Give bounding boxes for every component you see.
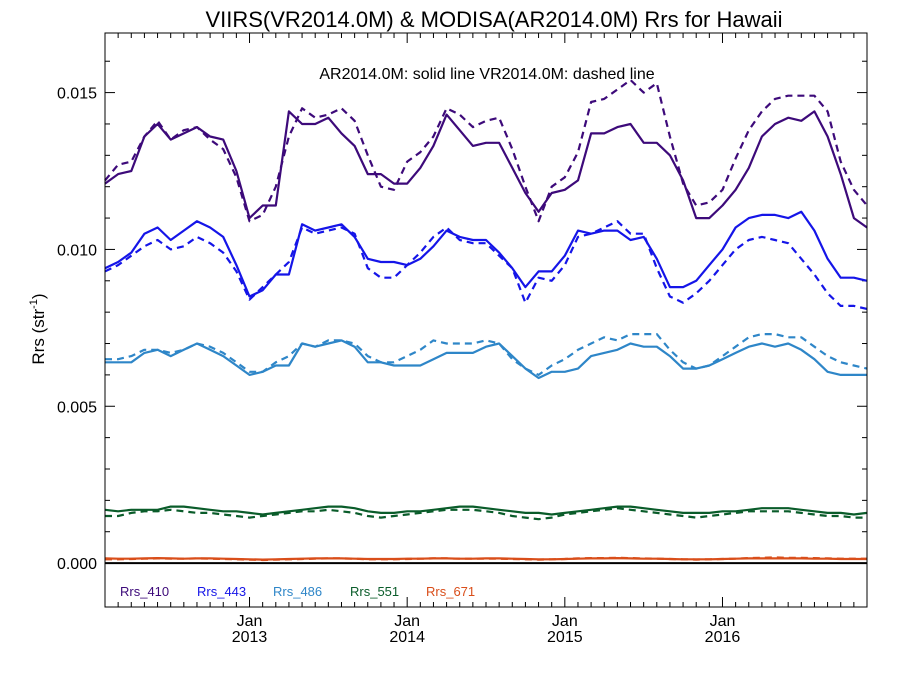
legend-entry-rrs-410: Rrs_410 <box>120 584 169 599</box>
y-tick-label: 0.015 <box>57 86 97 103</box>
series-line-rrs-551-solid <box>104 505 868 516</box>
plot-frame <box>104 32 868 608</box>
series-line-rrs-671-solid <box>104 556 867 561</box>
series-line-rrs-443-dashed <box>104 220 868 311</box>
x-tick-month-label: Jan <box>237 613 263 630</box>
y-tick-label: 0.000 <box>57 556 97 573</box>
chart-title: VIIRS(VR2014.0M) & MODISA(AR2014.0M) Rrs… <box>205 7 782 32</box>
legend-entry-rrs-671: Rrs_671 <box>426 584 475 599</box>
legend-entry-rrs-551: Rrs_551 <box>350 584 399 599</box>
x-tick-month-label: Jan <box>394 613 420 630</box>
y-tick-label: 0.005 <box>57 399 97 416</box>
x-tick-year-label: 2015 <box>547 629 583 646</box>
x-tick-year-label: 2013 <box>232 629 268 646</box>
series-line-rrs-486-dashed <box>105 333 868 376</box>
y-tick-label: 0.010 <box>57 242 97 259</box>
series-line-rrs-443-solid <box>104 210 868 298</box>
plot-area: 0.0000.0050.0100.015Jan2013Jan2014Jan201… <box>57 33 868 646</box>
legend-entry-rrs-443: Rrs_443 <box>197 584 246 599</box>
series-line-rrs-551-dashed <box>105 507 867 521</box>
x-tick-year-label: 2014 <box>389 629 425 646</box>
x-tick-month-label: Jan <box>710 613 736 630</box>
series-line-rrs-410-dashed <box>104 78 868 223</box>
line-style-annotation: AR2014.0M: solid line VR2014.0M: dashed … <box>319 66 654 83</box>
x-tick-year-label: 2016 <box>705 629 741 646</box>
y-axis-label: Rrs (str-1) <box>28 293 48 364</box>
series-line-rrs-410-solid <box>104 110 868 229</box>
legend-entry-rrs-486: Rrs_486 <box>273 584 322 599</box>
series-line-rrs-486-solid <box>105 339 867 380</box>
x-tick-month-label: Jan <box>552 613 578 630</box>
